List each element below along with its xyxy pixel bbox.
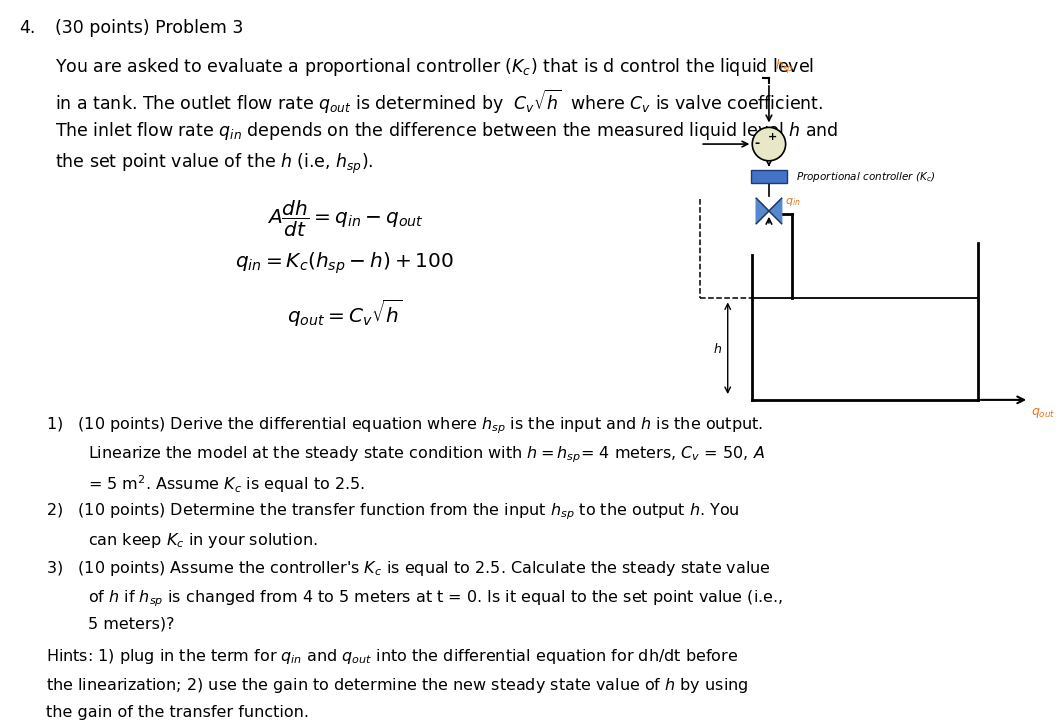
Text: $q_{out} = C_v\sqrt{h}$: $q_{out} = C_v\sqrt{h}$ [287, 298, 402, 329]
Text: of $h$ if $h_{sp}$ is changed from 4 to 5 meters at t = 0. Is it equal to the se: of $h$ if $h_{sp}$ is changed from 4 to … [88, 588, 783, 609]
FancyBboxPatch shape [751, 170, 787, 184]
Text: Proportional controller ($K_c$): Proportional controller ($K_c$) [796, 169, 936, 184]
Text: in a tank. The outlet flow rate $q_{out}$ is determined by  $C_v\sqrt{h}$  where: in a tank. The outlet flow rate $q_{out}… [55, 88, 824, 116]
Text: $h_{sp}$: $h_{sp}$ [775, 58, 793, 76]
Text: Hints: 1) plug in the term for $q_{in}$ and $q_{out}$ into the differential equa: Hints: 1) plug in the term for $q_{in}$ … [46, 647, 738, 667]
Text: 2)   (10 points) Determine the transfer function from the input $h_{sp}$ to the : 2) (10 points) Determine the transfer fu… [46, 502, 739, 523]
Text: $h$: $h$ [713, 342, 722, 356]
Text: 5 meters)?: 5 meters)? [88, 617, 175, 632]
Text: the set point value of the $h$ (i.e, $h_{sp}$).: the set point value of the $h$ (i.e, $h_… [55, 152, 374, 176]
Text: 4.: 4. [19, 19, 35, 37]
Text: $q_{in} = K_c(h_{sp} - h)+100$: $q_{in} = K_c(h_{sp} - h)+100$ [235, 250, 454, 275]
Text: can keep $K_c$ in your solution.: can keep $K_c$ in your solution. [88, 531, 318, 549]
Text: Linearize the model at the steady state condition with $h = h_{sp}$= 4 meters, $: Linearize the model at the steady state … [88, 445, 765, 465]
Text: the linearization; 2) use the gain to determine the new steady state value of $h: the linearization; 2) use the gain to de… [46, 676, 748, 696]
Text: -: - [755, 137, 759, 150]
Text: $q_{in}$: $q_{in}$ [785, 196, 801, 208]
Text: The inlet flow rate $q_{in}$ depends on the difference between the measured liqu: The inlet flow rate $q_{in}$ depends on … [55, 121, 839, 142]
Text: 1)   (10 points) Derive the differential equation where $h_{sp}$ is the input an: 1) (10 points) Derive the differential e… [46, 416, 762, 436]
Text: +: + [768, 132, 777, 142]
Text: You are asked to evaluate a proportional controller ($K_c$) that is d control th: You are asked to evaluate a proportional… [55, 56, 814, 77]
Text: the gain of the transfer function.: the gain of the transfer function. [46, 705, 308, 720]
Polygon shape [756, 198, 769, 223]
Text: 3)   (10 points) Assume the controller's $K_c$ is equal to 2.5. Calculate the st: 3) (10 points) Assume the controller's $… [46, 560, 771, 578]
Circle shape [752, 127, 786, 161]
Polygon shape [769, 198, 782, 223]
Text: = 5 m$^2$. Assume $K_c$ is equal to 2.5.: = 5 m$^2$. Assume $K_c$ is equal to 2.5. [88, 473, 364, 495]
Text: $q_{out}$: $q_{out}$ [1031, 406, 1056, 420]
Text: (30 points) Problem 3: (30 points) Problem 3 [55, 19, 244, 37]
Text: $A\dfrac{dh}{dt} = q_{in} - q_{out}$: $A\dfrac{dh}{dt} = q_{in} - q_{out}$ [267, 199, 424, 239]
